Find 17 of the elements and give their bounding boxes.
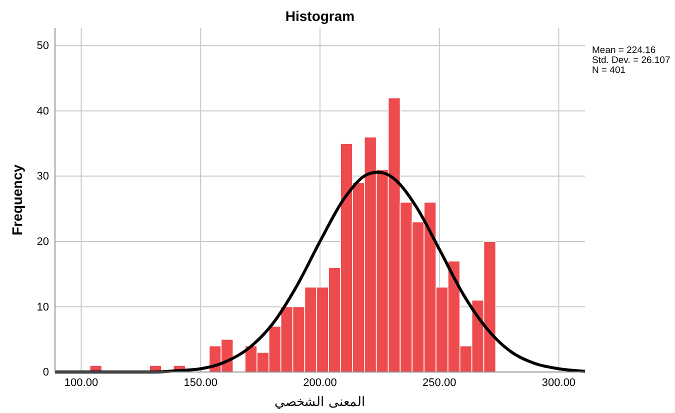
text: N = 401 <box>592 65 626 76</box>
y-tick-label: 20 <box>36 236 49 248</box>
chart-title: Histogram <box>285 8 355 24</box>
y-tick-label: 0 <box>42 366 49 379</box>
x-tick-label: 150.00 <box>184 376 218 389</box>
y-tick-label: 10 <box>36 301 49 314</box>
x-tick-label: 300.00 <box>542 376 576 389</box>
x-tick-label: 200.00 <box>303 376 337 389</box>
y-axis-title: Frequency <box>9 164 25 236</box>
y-tick-label: 40 <box>36 105 49 118</box>
x-tick-label: 250.00 <box>422 376 456 389</box>
text: Mean = 224.16 <box>592 45 656 56</box>
y-tick-label: 50 <box>36 40 49 52</box>
text: Std. Dev. = 26.107 <box>592 55 670 66</box>
x-axis-title: المعنى الشخصي <box>274 394 366 409</box>
x-tick-label: 100.00 <box>64 376 98 389</box>
y-tick-label: 30 <box>36 170 49 183</box>
